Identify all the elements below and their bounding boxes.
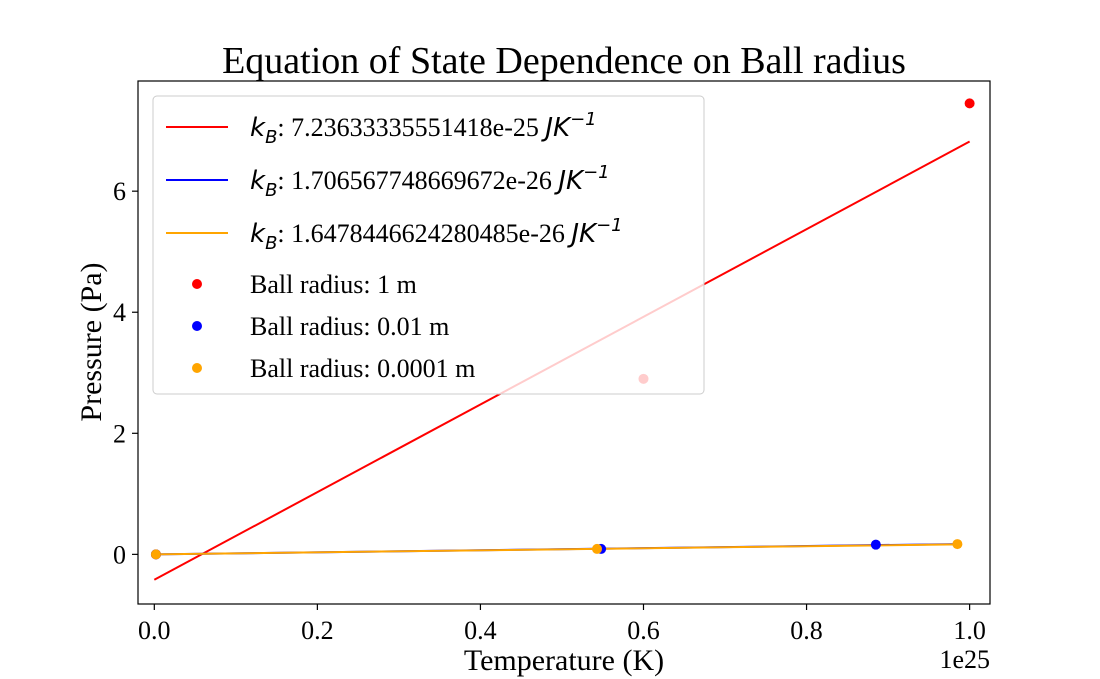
legend-series-label-2: Ball radius: 0.0001 m: [250, 354, 475, 383]
plot-frame: [137, 80, 991, 605]
y-axis-ticks: 0 2 4 6: [113, 177, 138, 569]
y-tick-label-1: 2: [113, 419, 126, 448]
x-axis-label: Temperature (K): [464, 644, 664, 677]
x-tick-label-2: 0.4: [464, 616, 497, 645]
legend-fit-label-2: kB: 1.6478446624280485e-26 JK−1: [250, 215, 623, 254]
data-point-s0-p2: [964, 98, 975, 109]
x-tick-label-3: 0.6: [627, 616, 660, 645]
y-tick-label-0: 0: [113, 540, 126, 569]
data-point-s2-p2: [952, 539, 963, 550]
x-tick-label-4: 0.8: [790, 616, 823, 645]
legend-marker-swatch-0: [192, 279, 202, 289]
x-axis-ticks: 0.0 0.2 0.4 0.6 0.8 1.0: [138, 604, 986, 645]
legend-marker-swatch-2: [192, 363, 202, 373]
legend-series-label-0: Ball radius: 1 m: [250, 270, 417, 299]
x-tick-label-5: 1.0: [953, 616, 986, 645]
chart-title: Equation of State Dependence on Ball rad…: [222, 40, 906, 82]
x-tick-label-0: 0.0: [138, 616, 171, 645]
legend-fit-label-1: kB: 1.706567748669672e-26 JK−1: [250, 162, 610, 201]
y-tick-label-3: 6: [113, 177, 126, 206]
data-point-s2-p1: [592, 543, 603, 554]
legend-box: [152, 95, 705, 395]
data-point-s1-p2: [870, 539, 881, 550]
x-tick-label-1: 0.2: [301, 616, 334, 645]
legend-fit-label-0: kB: 7.23633335551418e-25 JK−1: [250, 109, 597, 148]
y-axis-label: Pressure (Pa): [75, 262, 108, 421]
legend-series-label-1: Ball radius: 0.01 m: [250, 312, 449, 341]
fit-line-2: [154, 543, 958, 556]
y-tick-label-2: 4: [113, 298, 126, 327]
legend: kB: 7.23633335551418e-25 JK−1 kB: 1.70656…: [152, 95, 705, 395]
x-offset-label: 1e25: [939, 645, 990, 674]
data-point-s2-p0: [150, 549, 161, 560]
legend-marker-swatch-1: [192, 321, 202, 331]
